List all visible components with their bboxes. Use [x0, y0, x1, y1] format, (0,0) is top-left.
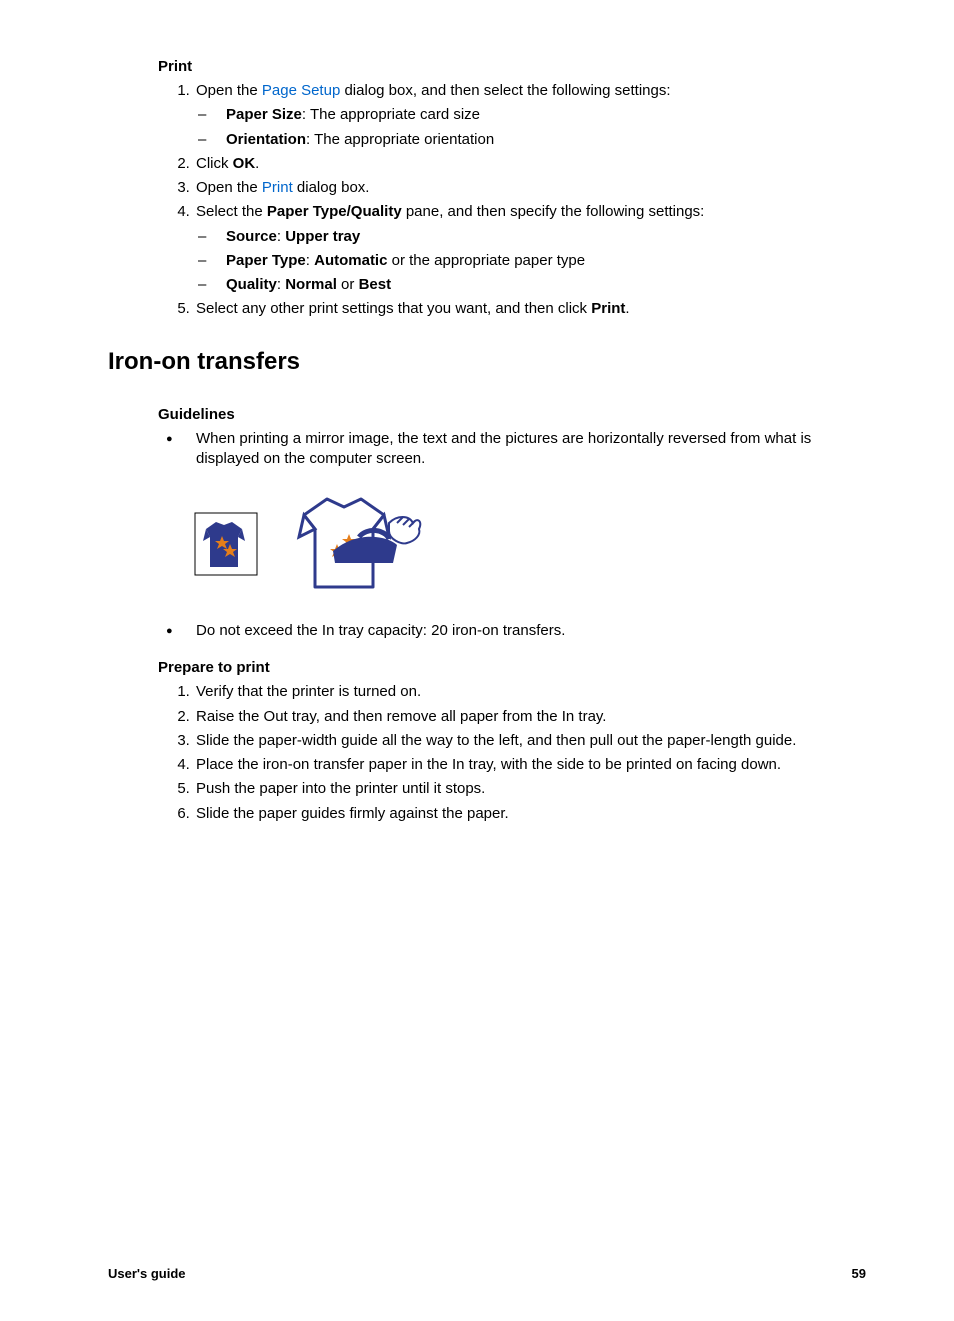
text: :	[277, 228, 285, 245]
sub-item: Source: Upper tray	[226, 227, 866, 247]
guideline-item: When printing a mirror image, the text a…	[194, 429, 866, 470]
print-step: Select the Paper Type/Quality pane, and …	[194, 202, 866, 295]
label: Paper Size	[226, 106, 302, 123]
text: Click	[196, 155, 233, 172]
prepare-step: Verify that the printer is turned on.	[194, 682, 866, 702]
text: Select the	[196, 203, 267, 220]
guidelines-list-2: Do not exceed the In tray capacity: 20 i…	[158, 621, 866, 641]
sub-item: Quality: Normal or Best	[226, 275, 866, 295]
value: Upper tray	[285, 228, 360, 245]
page-number: 59	[852, 1266, 866, 1281]
iron-on-illustration	[194, 489, 866, 599]
text: .	[255, 155, 259, 172]
text: dialog box.	[293, 179, 370, 196]
value: Normal	[285, 276, 337, 293]
text: Open the	[196, 179, 262, 196]
label: Orientation	[226, 131, 306, 148]
text: :	[277, 276, 285, 293]
text: Select any other print settings that you…	[196, 300, 591, 317]
prepare-step: Place the iron-on transfer paper in the …	[194, 755, 866, 775]
text: Open the	[196, 82, 262, 99]
prepare-step: Slide the paper-width guide all the way …	[194, 731, 866, 751]
print-step: Click OK.	[194, 154, 866, 174]
sub-item: Paper Size: The appropriate card size	[226, 105, 866, 125]
text: or the appropriate paper type	[387, 252, 585, 269]
prepare-step: Slide the paper guides firmly against th…	[194, 804, 866, 824]
footer: User's guide 59	[108, 1266, 866, 1281]
text: dialog box, and then select the followin…	[340, 82, 670, 99]
page-setup-link[interactable]: Page Setup	[262, 82, 340, 99]
label: Source	[226, 228, 277, 245]
sub-list: Paper Size: The appropriate card size Or…	[196, 105, 866, 150]
prepare-step: Push the paper into the printer until it…	[194, 779, 866, 799]
text: :	[306, 252, 314, 269]
label: Quality	[226, 276, 277, 293]
bold: Paper Type/Quality	[267, 203, 402, 220]
guideline-item: Do not exceed the In tray capacity: 20 i…	[194, 621, 866, 641]
print-step: Select any other print settings that you…	[194, 299, 866, 319]
prepare-list: Verify that the printer is turned on. Ra…	[158, 682, 866, 824]
print-step: Open the Print dialog box.	[194, 178, 866, 198]
sub-item: Orientation: The appropriate orientation	[226, 130, 866, 150]
text: : The appropriate card size	[302, 106, 480, 123]
prepare-heading: Prepare to print	[108, 659, 866, 676]
bold: Print	[591, 300, 625, 317]
print-steps-list: Open the Page Setup dialog box, and then…	[158, 81, 866, 320]
print-dialog-link[interactable]: Print	[262, 179, 293, 196]
footer-title: User's guide	[108, 1266, 186, 1281]
guidelines-heading: Guidelines	[108, 406, 866, 423]
print-heading: Print	[108, 58, 866, 75]
sub-list: Source: Upper tray Paper Type: Automatic…	[196, 227, 866, 296]
sub-item: Paper Type: Automatic or the appropriate…	[226, 251, 866, 271]
value: Automatic	[314, 252, 387, 269]
bold: OK	[233, 155, 256, 172]
guidelines-list: When printing a mirror image, the text a…	[158, 429, 866, 470]
text: .	[625, 300, 629, 317]
value: Best	[359, 276, 392, 293]
text: or	[337, 276, 359, 293]
prepare-step: Raise the Out tray, and then remove all …	[194, 707, 866, 727]
print-step: Open the Page Setup dialog box, and then…	[194, 81, 866, 150]
text: : The appropriate orientation	[306, 131, 494, 148]
label: Paper Type	[226, 252, 306, 269]
page: Print Open the Page Setup dialog box, an…	[0, 0, 954, 1321]
iron-on-heading: Iron-on transfers	[108, 348, 866, 376]
text: pane, and then specify the following set…	[402, 203, 705, 220]
